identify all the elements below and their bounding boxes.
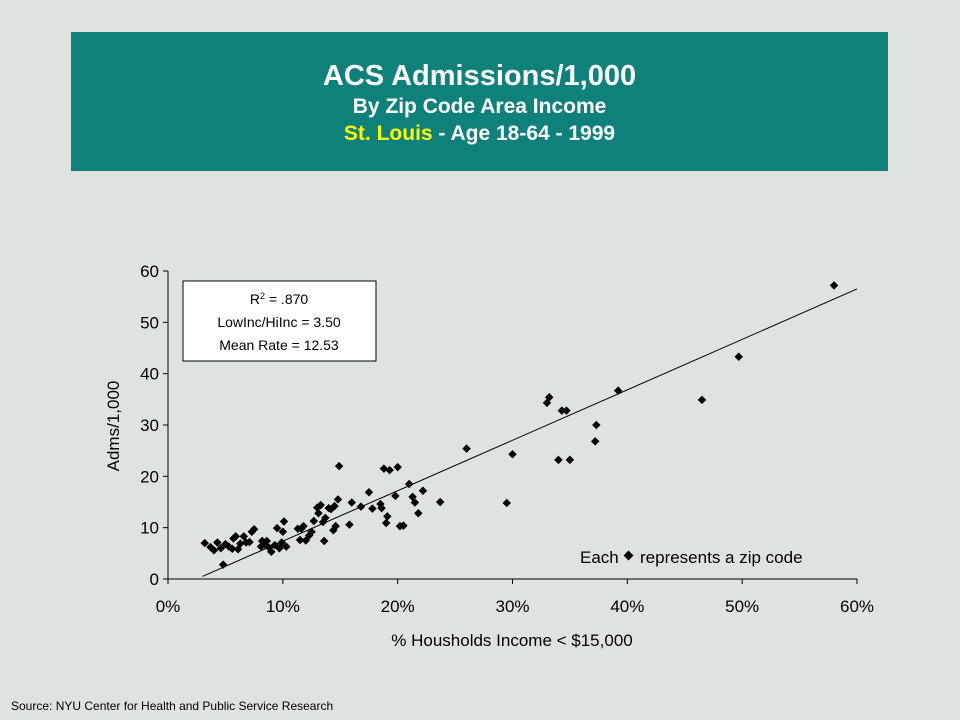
chart-subtitle-line3: St. Louis - Age 18-64 - 1999 <box>71 122 888 146</box>
data-point <box>278 527 288 537</box>
data-point <box>364 488 374 497</box>
chart-title: ACS Admissions/1,000 <box>322 60 637 92</box>
data-point <box>545 393 554 402</box>
x-tick-label: 20% <box>381 597 415 616</box>
y-tick-label: 60 <box>140 262 159 281</box>
data-point <box>345 520 354 529</box>
data-point <box>829 281 839 290</box>
x-tick-label: 60% <box>840 597 874 616</box>
data-point <box>554 455 563 465</box>
y-axis-label: Adms/1,000 <box>104 381 123 472</box>
mean-rate-label: Mean Rate = 12.53 <box>219 337 339 353</box>
data-point <box>356 502 366 511</box>
axes: 0 10 20 30 40 50 60 0% 10% 20% 30% 40% 50% 60% <box>140 262 874 616</box>
data-point <box>562 406 571 415</box>
stats-box <box>182 280 377 362</box>
x-tick-label: 30% <box>495 597 529 616</box>
data-point <box>279 517 289 526</box>
data-point <box>410 498 420 507</box>
data-point <box>368 504 377 513</box>
data-point <box>277 538 286 547</box>
ratio-label: LowInc/HiInc = 3.50 <box>217 314 341 330</box>
x-tick-label: 40% <box>610 597 644 616</box>
data-point <box>414 509 423 518</box>
data-point <box>502 498 512 508</box>
data-point <box>282 542 291 551</box>
data-point <box>590 437 600 446</box>
data-point <box>218 560 228 569</box>
data-point <box>557 406 567 415</box>
x-axis-label: % Housholds Income < $15,000 <box>391 631 632 650</box>
data-point <box>333 495 343 504</box>
data-point <box>381 518 391 528</box>
x-tick-label: 10% <box>266 597 300 616</box>
data-point <box>418 486 428 495</box>
city-label: St. Louis <box>343 122 433 145</box>
data-point <box>565 455 575 465</box>
data-point <box>613 386 623 395</box>
data-point <box>399 521 408 530</box>
data-point <box>295 535 305 545</box>
data-point <box>734 352 743 361</box>
legend-note-each: Each <box>580 548 619 567</box>
data-point <box>316 500 325 510</box>
data-point <box>385 465 394 475</box>
r-squared-label: R2 = .870 <box>250 291 309 307</box>
x-tick-label: 50% <box>725 597 759 616</box>
y-tick-label: 0 <box>150 570 159 589</box>
data-point <box>697 395 707 405</box>
y-tick-label: 50 <box>140 313 159 332</box>
source-note: Source: NYU Center for Health and Public… <box>11 699 334 713</box>
chart-subtitle: By Zip Code Area Income <box>352 95 607 118</box>
data-point <box>404 479 414 489</box>
data-point <box>334 461 344 471</box>
legend-note-rest: represents a zip code <box>640 548 803 567</box>
points-group <box>200 281 839 569</box>
data-point <box>309 516 319 526</box>
data-point <box>319 536 329 546</box>
data-point <box>331 521 340 531</box>
data-point <box>462 444 471 453</box>
legend-marker <box>623 550 634 561</box>
data-point <box>301 536 311 545</box>
y-tick-label: 10 <box>140 519 159 538</box>
data-point <box>299 521 308 531</box>
data-point <box>393 462 402 472</box>
y-tick-label: 20 <box>140 467 159 486</box>
age-year-label: - Age 18-64 - 1999 <box>432 122 616 145</box>
data-point <box>262 536 271 546</box>
data-point <box>592 420 601 430</box>
data-point <box>321 513 330 523</box>
data-point <box>383 512 392 521</box>
data-point <box>377 503 386 513</box>
y-tick-label: 30 <box>140 416 159 435</box>
data-point <box>330 501 339 511</box>
data-point <box>267 547 276 557</box>
data-point <box>314 509 323 518</box>
data-point <box>347 498 356 507</box>
x-tick-label: 0% <box>156 597 181 616</box>
title-banner: ACS Admissions/1,000 By Zip Code Area In… <box>71 32 888 171</box>
data-point <box>307 527 316 537</box>
y-tick-label: 40 <box>140 365 159 384</box>
data-point <box>435 497 445 507</box>
data-point <box>391 491 400 501</box>
data-point <box>272 523 282 533</box>
data-point <box>508 450 517 459</box>
